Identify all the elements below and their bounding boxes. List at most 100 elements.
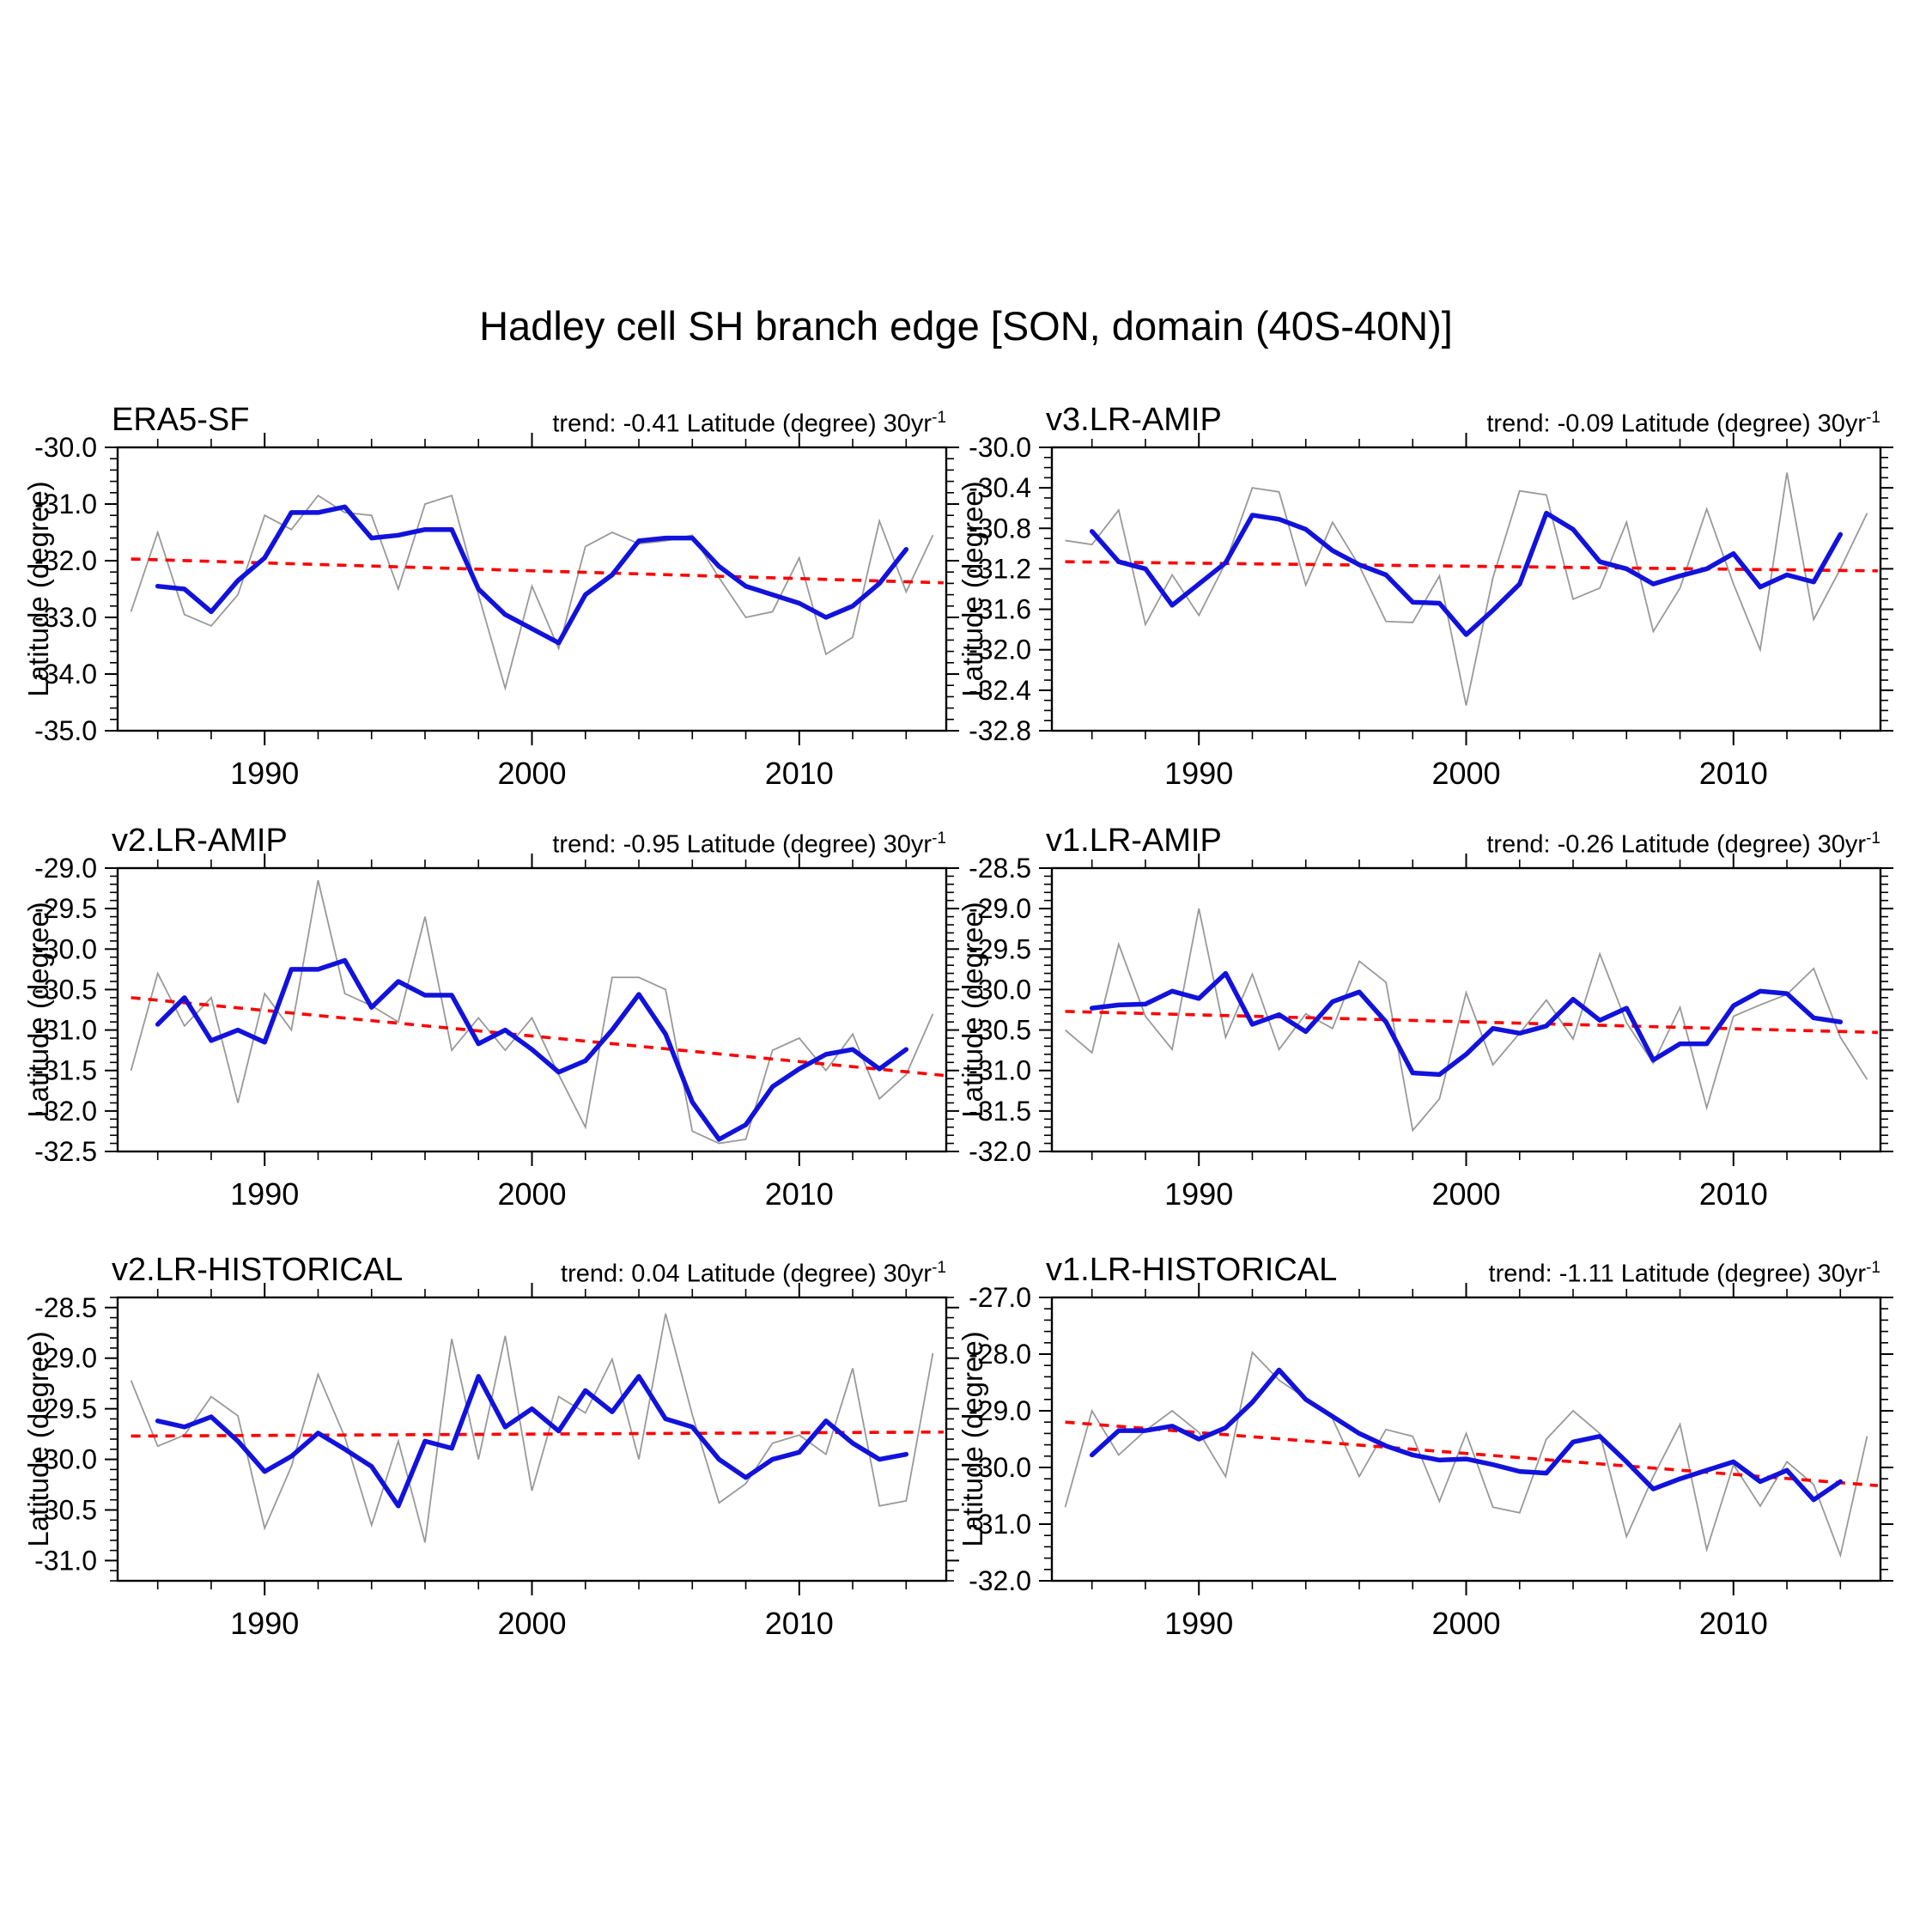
y-tick-label: -29.5 (34, 1394, 97, 1425)
y-tick-label: -28.5 (34, 1292, 97, 1323)
y-tick-label: -28.5 (969, 853, 1031, 884)
y-tick-label: -32.0 (969, 635, 1031, 665)
trend-annotation: trend: -1.11 Latitude (degree) 30yr-1 (1489, 1259, 1880, 1289)
y-tick-label: -30.0 (969, 974, 1031, 1005)
y-tick-label: -31.0 (34, 1545, 97, 1576)
y-tick-label: -31.0 (969, 1055, 1031, 1086)
y-tick-label: -30.0 (34, 432, 97, 463)
x-tick-label: 2000 (497, 1606, 566, 1641)
trend-line (1065, 560, 1878, 573)
panel-v3-lr-amip: v3.LR-AMIP trend: -0.09 Latitude (degree… (957, 391, 1896, 841)
trend-text: trend: -0.41 Latitude (degree) 30yr (552, 410, 933, 438)
x-tick-label: 1990 (230, 1606, 299, 1641)
y-tick-label: -31.2 (969, 553, 1031, 584)
panel-v1-lr-historical: v1.LR-HISTORICAL trend: -1.11 Latitude (… (957, 1241, 1896, 1692)
smoothed-series-line (155, 1374, 909, 1509)
x-tick-label: 2000 (1431, 756, 1500, 791)
y-tick-label: -32.0 (34, 545, 97, 576)
x-tick-label: 2000 (497, 1176, 566, 1212)
plot-v1-lr-historical: Latitude (degree) -27.0 -28.0 -29.0 -30.0 -31… (957, 1282, 1893, 1641)
plot-v3-lr-amip: Latitude (degree) -30.0 -30.4 -30.8 -31.2 -31… (957, 432, 1893, 791)
y-tick-label: -29.0 (969, 1395, 1031, 1426)
x-tick-label: 2000 (497, 756, 566, 791)
y-tick-label: -30.5 (34, 974, 97, 1005)
panel-era5-sf: ERA5-SF trend: -0.41 Latitude (degree) 3… (22, 391, 962, 841)
x-tick-label: 2010 (765, 1176, 834, 1212)
x-tick-label: 1990 (230, 1176, 299, 1212)
y-tick-label: -34.0 (34, 659, 97, 690)
x-tick-label: 1990 (1164, 756, 1233, 791)
x-tick-label: 2010 (1699, 1606, 1768, 1641)
y-tick-label: -30.0 (969, 1452, 1031, 1483)
trend-exponent: -1 (932, 1259, 946, 1278)
trend-exponent: -1 (1866, 829, 1880, 848)
y-tick-label: -33.0 (34, 602, 97, 633)
y-axis-label: Latitude (degree) (22, 902, 54, 1117)
y-tick-label: -31.5 (34, 1055, 97, 1086)
smoothed-series-line (1089, 970, 1844, 1078)
trend-exponent: -1 (932, 409, 946, 428)
plot-v2-lr-amip: Latitude (degree) -29.0 -29.5 -30.0 -30.5 -31… (22, 853, 959, 1212)
y-tick-label: -35.0 (34, 715, 97, 746)
plot-era5-sf: Latitude (degree) -30.0 -31.0 -32.0 -33.0 -34… (22, 432, 959, 791)
y-tick-label: -31.0 (34, 489, 97, 519)
panel-v1-lr-amip: v1.LR-AMIP trend: -0.26 Latitude (degree… (957, 811, 1896, 1262)
raw-series-line (1064, 908, 1868, 1133)
plot-frame (1050, 1296, 1882, 1583)
trend-annotation: trend: -0.26 Latitude (degree) 30yr-1 (1486, 829, 1880, 860)
y-tick-label: -31.0 (969, 1509, 1031, 1540)
x-tick-label: 1990 (1164, 1606, 1233, 1641)
y-axis-label: Latitude (degree) (957, 1331, 988, 1546)
raw-series-line (1065, 472, 1868, 706)
trend-line (131, 1430, 944, 1438)
y-tick-label: -30.0 (34, 1444, 97, 1475)
raw-series-line (130, 879, 934, 1145)
raw-series-line (130, 494, 934, 691)
plot-frame (116, 866, 948, 1153)
x-tick-label: 2010 (765, 756, 834, 791)
panel-title: v1.LR-AMIP (1046, 823, 1222, 859)
smoothed-series-line (1089, 510, 1844, 637)
x-tick-label: 1990 (1164, 1176, 1233, 1212)
trend-annotation: trend: -0.41 Latitude (degree) 30yr-1 (552, 409, 946, 439)
trend-exponent: -1 (932, 829, 946, 848)
trend-exponent: -1 (1866, 1259, 1880, 1278)
y-tick-label: -32.0 (34, 1096, 97, 1127)
plot-v2-lr-historical: Latitude (degree) -28.5 -29.0 -29.5 -30.0 -30… (22, 1283, 959, 1641)
plot-v1-lr-amip: Latitude (degree) -28.5 -29.0 -29.5 -30.0 -30… (957, 853, 1893, 1212)
trend-text: trend: -0.26 Latitude (degree) 30yr (1486, 831, 1867, 859)
plot-frame (116, 446, 948, 732)
trend-text: trend: -0.95 Latitude (degree) 30yr (552, 831, 933, 859)
raw-series-line (130, 1313, 934, 1543)
panel-title: v1.LR-HISTORICAL (1046, 1252, 1338, 1288)
x-tick-label: 2010 (1699, 1176, 1768, 1212)
panel-title: ERA5-SF (112, 402, 250, 438)
x-tick-label: 2010 (1699, 756, 1768, 791)
panel-title: v2.LR-AMIP (112, 823, 288, 859)
panel-title: v3.LR-AMIP (1046, 402, 1222, 438)
x-tick-label: 1990 (230, 756, 299, 791)
y-tick-label: -29.0 (34, 1343, 97, 1374)
y-tick-label: -32.8 (969, 715, 1031, 746)
y-tick-label: -30.0 (969, 432, 1031, 463)
y-tick-label: -31.5 (969, 1096, 1031, 1127)
x-tick-label: 2010 (765, 1606, 834, 1641)
y-tick-label: -29.5 (969, 933, 1031, 964)
y-tick-label: -32.4 (969, 675, 1031, 706)
y-axis-label: Latitude (degree) (22, 481, 54, 696)
y-axis-label: Latitude (degree) (957, 481, 988, 696)
panel-v2-lr-amip: v2.LR-AMIP trend: -0.95 Latitude (degree… (22, 811, 962, 1262)
trend-text: trend: -1.11 Latitude (degree) 30yr (1488, 1261, 1867, 1288)
trend-line (1065, 1010, 1878, 1035)
smoothed-series-line (155, 957, 909, 1142)
y-axis-label: Latitude (degree) (957, 902, 988, 1117)
trend-line (131, 557, 944, 585)
y-tick-label: -32.5 (34, 1136, 97, 1167)
trend-annotation: trend: 0.04 Latitude (degree) 30yr-1 (561, 1259, 946, 1289)
y-tick-label: -29.5 (34, 893, 97, 924)
y-tick-label: -30.5 (34, 1495, 97, 1526)
panel-v2-lr-historical: v2.LR-HISTORICAL trend: 0.04 Latitude (d… (22, 1241, 962, 1692)
y-tick-label: -29.0 (34, 853, 97, 884)
y-tick-label: -29.0 (969, 893, 1031, 924)
y-axis-label: Latitude (degree) (22, 1331, 54, 1546)
